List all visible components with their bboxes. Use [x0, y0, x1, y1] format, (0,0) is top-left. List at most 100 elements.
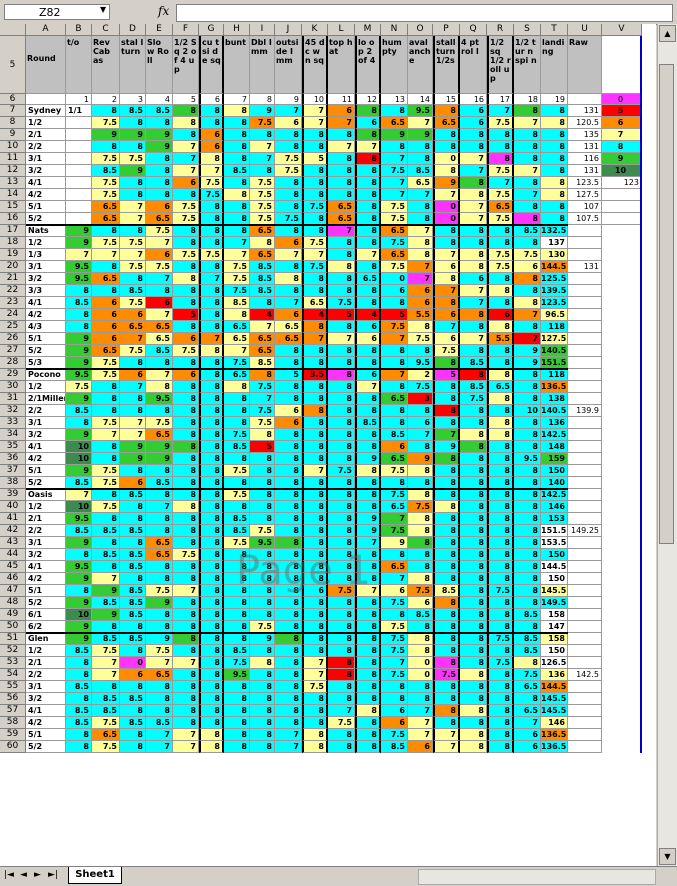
score-cell[interactable]: 8: [514, 693, 541, 705]
score-cell[interactable]: 9: [120, 129, 146, 141]
score-cell[interactable]: 8: [408, 249, 433, 261]
score-cell[interactable]: 8: [514, 129, 541, 141]
score-cell[interactable]: 8: [250, 489, 275, 501]
score-cell[interactable]: 6: [408, 297, 433, 309]
score-cell[interactable]: 8: [146, 465, 173, 477]
score-cell[interactable]: 6.5: [487, 381, 514, 393]
raw-total-cell[interactable]: 139.9: [568, 405, 602, 417]
score-cell[interactable]: 8: [328, 501, 355, 513]
score-cell[interactable]: 8.5: [66, 717, 92, 729]
score-cell[interactable]: 7: [514, 189, 541, 201]
score-cell[interactable]: 8: [514, 549, 541, 561]
score-cell[interactable]: 140.5: [541, 345, 568, 357]
score-cell[interactable]: 7: [146, 273, 173, 285]
score-cell[interactable]: 7: [514, 309, 541, 321]
score-cell[interactable]: 8: [487, 393, 514, 405]
t-o-cell[interactable]: [66, 165, 92, 177]
round-cell[interactable]: 5/2: [26, 597, 66, 609]
score-cell[interactable]: 8: [146, 681, 173, 693]
select-all-corner[interactable]: [0, 24, 26, 36]
score-cell[interactable]: 8: [146, 573, 173, 585]
score-cell[interactable]: 9: [66, 429, 92, 441]
score-cell[interactable]: 8: [460, 501, 487, 513]
round-cell[interactable]: Glen: [26, 633, 66, 645]
score-cell[interactable]: 8: [173, 669, 199, 681]
row-header-47[interactable]: 47: [0, 585, 26, 597]
score-cell[interactable]: 8: [541, 201, 568, 213]
score-cell[interactable]: 8: [328, 693, 355, 705]
score-cell[interactable]: 7.5: [120, 153, 146, 165]
score-cell[interactable]: 8: [408, 681, 433, 693]
score-cell[interactable]: 7: [120, 429, 146, 441]
score-cell[interactable]: 7: [275, 297, 302, 309]
score-cell[interactable]: 8: [250, 129, 275, 141]
score-cell[interactable]: 8: [199, 105, 224, 117]
score-cell[interactable]: 8: [173, 381, 199, 393]
score-cell[interactable]: 6: [381, 585, 408, 597]
score-cell[interactable]: 8: [487, 717, 514, 729]
score-cell[interactable]: 7: [381, 189, 408, 201]
score-cell[interactable]: 8: [460, 429, 487, 441]
round-cell[interactable]: 4/1: [26, 561, 66, 573]
score-cell[interactable]: 9: [66, 225, 92, 237]
score-cell[interactable]: 0: [408, 657, 433, 669]
raw-total-cell[interactable]: 123.5: [568, 177, 602, 189]
average-cell[interactable]: [602, 213, 642, 225]
column-header-d[interactable]: D: [120, 24, 146, 36]
row-header-59[interactable]: 59: [0, 729, 26, 741]
score-cell[interactable]: 8: [487, 141, 514, 153]
score-cell[interactable]: 7: [302, 333, 328, 345]
score-cell[interactable]: 7: [146, 369, 173, 381]
score-cell[interactable]: 6: [328, 105, 355, 117]
raw-total-cell[interactable]: [568, 645, 602, 657]
row-header-43[interactable]: 43: [0, 537, 26, 549]
row-header-17[interactable]: 17: [0, 225, 26, 237]
score-cell[interactable]: 9: [146, 633, 173, 645]
score-cell[interactable]: 8: [199, 681, 224, 693]
t-o-cell[interactable]: [66, 189, 92, 201]
score-cell[interactable]: 7.5: [199, 189, 224, 201]
score-cell[interactable]: 8: [275, 141, 302, 153]
score-cell[interactable]: 8: [199, 633, 224, 645]
score-cell[interactable]: 8: [514, 369, 541, 381]
score-cell[interactable]: 8: [460, 597, 487, 609]
score-cell[interactable]: 9: [408, 129, 433, 141]
score-cell[interactable]: 6: [302, 585, 328, 597]
score-cell[interactable]: 8: [173, 609, 199, 621]
score-cell[interactable]: 9: [146, 129, 173, 141]
score-cell[interactable]: 8: [173, 645, 199, 657]
score-cell[interactable]: 8: [514, 657, 541, 669]
score-cell[interactable]: 8: [355, 693, 381, 705]
score-cell[interactable]: 8.5: [514, 633, 541, 645]
t-o-cell[interactable]: [66, 177, 92, 189]
step-number-cell[interactable]: 5: [173, 94, 199, 105]
score-cell[interactable]: 7.5: [92, 465, 120, 477]
score-cell[interactable]: 8: [487, 285, 514, 297]
score-cell[interactable]: 8: [328, 405, 355, 417]
step-number-cell[interactable]: 7: [224, 94, 250, 105]
column-title-cell[interactable]: outsi de Imm: [275, 36, 302, 94]
score-cell[interactable]: 8: [433, 381, 460, 393]
score-cell[interactable]: 7: [302, 105, 328, 117]
score-cell[interactable]: 5.5: [487, 333, 514, 345]
score-cell[interactable]: 8: [120, 141, 146, 153]
score-cell[interactable]: 7: [433, 189, 460, 201]
chevron-down-icon[interactable]: ▼: [100, 5, 107, 14]
raw-total-cell[interactable]: [568, 309, 602, 321]
score-cell[interactable]: 8: [433, 129, 460, 141]
score-cell[interactable]: 8: [275, 633, 302, 645]
score-cell[interactable]: 7.5: [381, 165, 408, 177]
score-cell[interactable]: 8: [302, 285, 328, 297]
round-cell[interactable]: 4/2: [26, 573, 66, 585]
score-cell[interactable]: 8: [355, 105, 381, 117]
score-cell[interactable]: 8: [433, 141, 460, 153]
score-cell[interactable]: 7.5: [514, 249, 541, 261]
score-cell[interactable]: 8: [275, 597, 302, 609]
score-cell[interactable]: 6.5: [250, 333, 275, 345]
score-cell[interactable]: 8: [120, 189, 146, 201]
row-header-39[interactable]: 39: [0, 489, 26, 501]
score-cell[interactable]: 7: [381, 573, 408, 585]
score-cell[interactable]: 6: [355, 333, 381, 345]
score-cell[interactable]: 8: [328, 657, 355, 669]
score-cell[interactable]: 8.5: [408, 165, 433, 177]
